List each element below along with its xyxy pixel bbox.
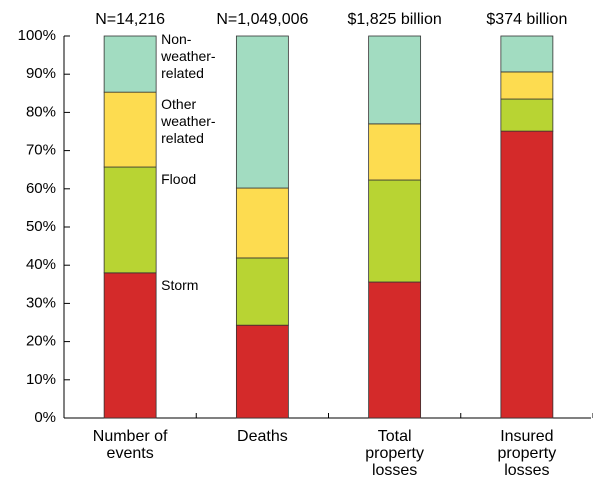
y-tick-label: 40%: [26, 256, 56, 273]
y-tick-label: 100%: [18, 27, 56, 44]
x-tick-label: Insured property losses: [497, 428, 557, 479]
y-tick-label: 50%: [26, 218, 56, 235]
bar-segment: [103, 91, 157, 168]
y-tick-label: 0%: [34, 409, 56, 426]
bar-segment: [103, 35, 157, 93]
bar-segment: [235, 187, 289, 259]
series-label: Other weather-related: [161, 96, 216, 147]
series-label: Storm: [161, 276, 199, 293]
bar-segment: [500, 130, 554, 419]
y-tick-label: 80%: [26, 103, 56, 120]
bar-segment: [368, 281, 422, 419]
bar-segment: [500, 35, 554, 73]
y-tick-label: 90%: [26, 65, 56, 82]
bar-annotation: $374 billion: [486, 11, 567, 28]
y-tick-label: 70%: [26, 142, 56, 159]
bar-segment: [500, 98, 554, 132]
series-label: Flood: [161, 171, 197, 188]
y-tick-label: 60%: [26, 180, 56, 197]
bar-segment: [103, 272, 157, 419]
y-tick-label: 10%: [26, 371, 56, 388]
bar-segment: [368, 35, 422, 125]
bar-segment: [103, 166, 157, 274]
x-tick-label: Deaths: [237, 428, 288, 445]
bar-segment: [500, 71, 554, 100]
bar-segment: [235, 324, 289, 419]
bar-segment: [235, 257, 289, 326]
y-tick-label: 20%: [26, 333, 56, 350]
bar-segment: [235, 35, 289, 189]
bar-annotation: $1,825 billion: [347, 11, 441, 28]
bar-segment: [368, 179, 422, 283]
series-label: Non-weather-related: [161, 31, 216, 81]
y-tick-label: 30%: [26, 294, 56, 311]
bar-annotation: N=14,216: [95, 11, 165, 28]
x-tick-label: Number of events: [92, 428, 168, 462]
x-tick-label: Total property losses: [365, 428, 424, 479]
bar-annotation: N=1,049,006: [216, 11, 308, 28]
bar-segment: [368, 123, 422, 181]
